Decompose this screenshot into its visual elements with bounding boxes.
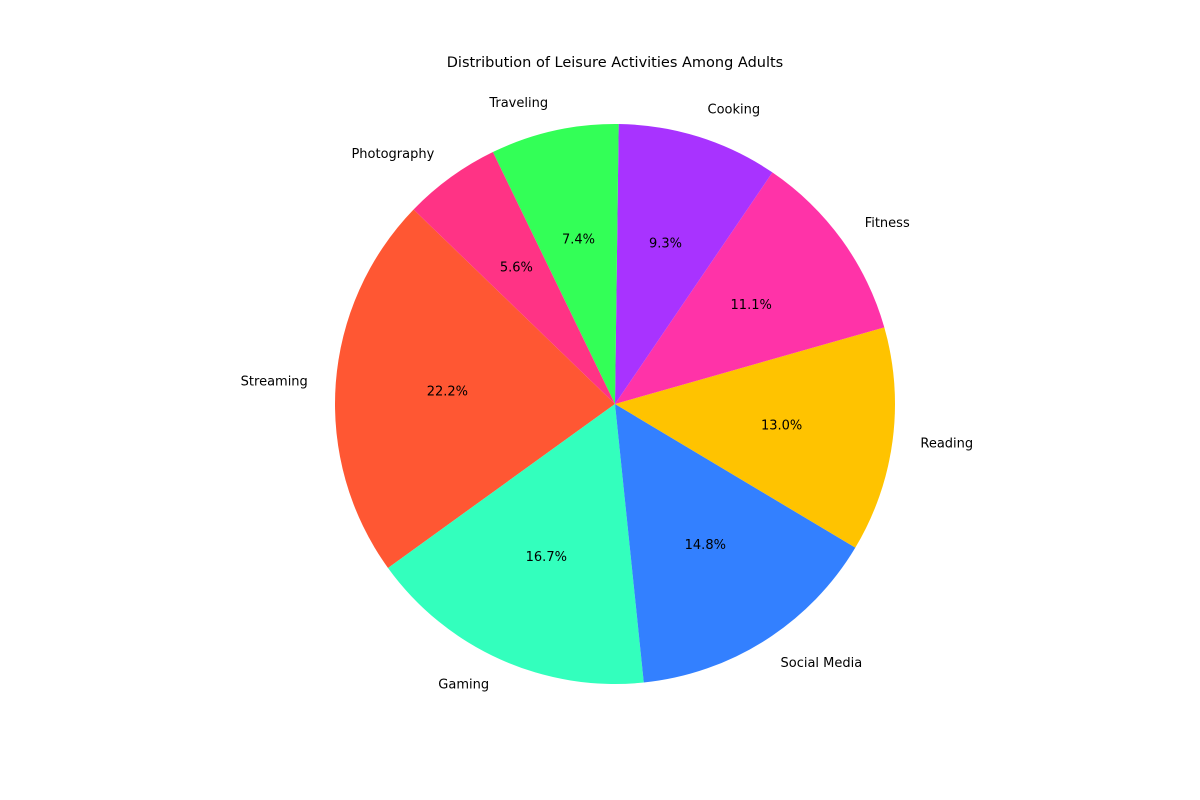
pie-slice-photography: [413, 152, 615, 404]
slice-percent-streaming: 22.2%: [427, 385, 468, 400]
labels-layer: Streaming 22.2% Gaming 16.7% Social Media 14.…: [241, 96, 974, 693]
slice-label-social-media: Social Media: [781, 656, 863, 671]
pie-slice-reading: [615, 327, 895, 548]
slice-percent-gaming: 16.7%: [526, 550, 567, 565]
slice-label-cooking: Cooking: [708, 103, 761, 118]
slice-percent-social-media: 14.8%: [685, 538, 726, 553]
slice-label-photography: Photography: [351, 147, 434, 162]
slice-label-traveling: Traveling: [488, 96, 548, 111]
pie-slice-social-media: [615, 404, 856, 683]
slice-percent-photography: 5.6%: [500, 261, 533, 276]
slice-label-reading: Reading: [920, 437, 973, 452]
slice-percent-reading: 13.0%: [761, 418, 802, 433]
pie-slice-streaming: [335, 209, 615, 568]
slice-label-gaming: Gaming: [438, 678, 489, 693]
pie-slice-gaming: [388, 404, 644, 685]
slice-percent-traveling: 7.4%: [562, 233, 595, 248]
slices-layer: [335, 123, 895, 685]
slice-label-fitness: Fitness: [865, 216, 910, 231]
slice-label-streaming: Streaming: [241, 375, 308, 390]
slice-percent-fitness: 11.1%: [731, 298, 772, 313]
pie-slice-cooking: [615, 124, 773, 405]
chart-title: Distribution of Leisure Activities Among…: [447, 55, 783, 71]
slice-percent-cooking: 9.3%: [649, 236, 682, 251]
pie-slice-traveling: [492, 123, 619, 404]
pie-slice-fitness: [615, 172, 885, 404]
